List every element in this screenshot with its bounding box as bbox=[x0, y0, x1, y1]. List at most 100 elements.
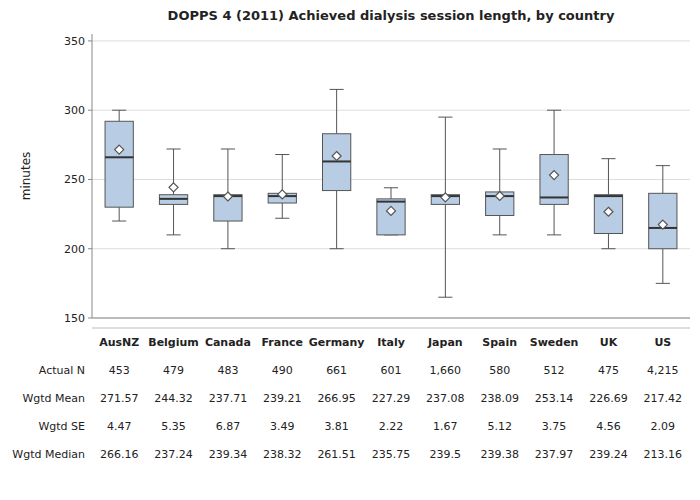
table-cell: 239.34 bbox=[209, 448, 248, 461]
grid-line bbox=[92, 318, 690, 319]
table-cell: 6.87 bbox=[216, 420, 241, 433]
mean-marker bbox=[278, 190, 287, 199]
y-tick-label: 300 bbox=[64, 104, 85, 117]
table-cell: 239.24 bbox=[589, 448, 628, 461]
table-cell: 271.57 bbox=[100, 392, 139, 405]
table-cell: 601 bbox=[381, 364, 402, 377]
category-label: Belgium bbox=[148, 336, 199, 349]
whisker-cap-high bbox=[221, 148, 235, 149]
whisker-cap-high bbox=[601, 158, 615, 159]
table-row-label: Wgtd Median bbox=[12, 448, 85, 461]
median-line bbox=[540, 196, 568, 198]
table-separator bbox=[92, 328, 690, 329]
y-tick bbox=[88, 318, 92, 319]
table-cell: 479 bbox=[163, 364, 184, 377]
category-label: Sweden bbox=[530, 336, 579, 349]
whisker-low bbox=[554, 204, 555, 234]
table-cell: 661 bbox=[326, 364, 347, 377]
table-cell: 217.42 bbox=[644, 392, 683, 405]
whisker-low bbox=[282, 203, 283, 218]
box-group bbox=[323, 89, 351, 248]
table-cell: 237.71 bbox=[209, 392, 248, 405]
table-cell: 3.49 bbox=[270, 420, 295, 433]
whisker-high bbox=[445, 117, 446, 195]
whisker-low bbox=[445, 204, 446, 297]
whisker-low bbox=[336, 191, 337, 249]
table-cell: 237.24 bbox=[154, 448, 193, 461]
table-cell: 239.21 bbox=[263, 392, 302, 405]
y-tick-label: 350 bbox=[64, 35, 85, 48]
mean-marker bbox=[441, 193, 450, 202]
mean-marker bbox=[332, 151, 341, 160]
table-cell: 237.97 bbox=[535, 448, 574, 461]
grid-line bbox=[92, 110, 690, 111]
box-group bbox=[214, 149, 242, 249]
box-group bbox=[105, 110, 133, 221]
y-tick bbox=[88, 179, 92, 180]
whisker-low bbox=[227, 221, 228, 249]
table-cell: 266.95 bbox=[317, 392, 356, 405]
whisker-cap-low bbox=[166, 234, 180, 235]
whisker-cap-high bbox=[166, 148, 180, 149]
median-line bbox=[377, 201, 405, 203]
whisker-cap-high bbox=[493, 148, 507, 149]
whisker-cap-low bbox=[112, 221, 126, 222]
table-cell: 213.16 bbox=[644, 448, 683, 461]
y-tick bbox=[88, 40, 92, 41]
whisker-cap-low bbox=[275, 218, 289, 219]
mean-marker bbox=[169, 183, 178, 192]
mean-marker bbox=[658, 220, 667, 229]
box bbox=[649, 193, 677, 248]
table-cell: 239.38 bbox=[480, 448, 519, 461]
whisker-cap-high bbox=[275, 154, 289, 155]
table-cell: 237.08 bbox=[426, 392, 465, 405]
box bbox=[594, 195, 622, 234]
table-cell: 1,660 bbox=[430, 364, 462, 377]
y-axis bbox=[92, 34, 93, 318]
whisker-cap-low bbox=[547, 234, 561, 235]
category-label: UK bbox=[600, 336, 618, 349]
box-group bbox=[649, 166, 677, 284]
table-cell: 235.75 bbox=[372, 448, 411, 461]
median-line bbox=[594, 195, 622, 197]
table-cell: 512 bbox=[544, 364, 565, 377]
whisker-low bbox=[608, 233, 609, 248]
y-tick bbox=[88, 248, 92, 249]
whisker-high bbox=[554, 110, 555, 154]
table-cell: 244.32 bbox=[154, 392, 193, 405]
whisker-cap-high bbox=[112, 110, 126, 111]
median-line bbox=[159, 198, 187, 200]
table-cell: 238.32 bbox=[263, 448, 302, 461]
category-label: Italy bbox=[377, 336, 405, 349]
category-label: Spain bbox=[482, 336, 517, 349]
table-cell: 227.29 bbox=[372, 392, 411, 405]
category-label: France bbox=[262, 336, 303, 349]
grid bbox=[92, 41, 690, 318]
table: AusNZBelgiumCanadaFranceGermanyItalyJapa… bbox=[12, 328, 690, 461]
whisker-cap-low bbox=[221, 248, 235, 249]
mean-marker bbox=[115, 145, 124, 154]
whisker-high bbox=[119, 110, 120, 121]
box-group bbox=[486, 149, 514, 235]
table-row-label: Wgtd Mean bbox=[22, 392, 85, 405]
whisker-low bbox=[662, 249, 663, 284]
box bbox=[540, 155, 568, 205]
boxes bbox=[105, 89, 677, 297]
y-tick-label: 250 bbox=[64, 173, 85, 186]
grid-line bbox=[92, 179, 690, 180]
table-row-label: Wgtd SE bbox=[38, 420, 85, 433]
whisker-cap-high bbox=[547, 110, 561, 111]
whisker-cap-high bbox=[330, 89, 344, 90]
category-label: AusNZ bbox=[99, 336, 139, 349]
y-tick-label: 200 bbox=[64, 243, 85, 256]
table-cell: 5.35 bbox=[161, 420, 186, 433]
box-group bbox=[377, 188, 405, 235]
table-cell: 475 bbox=[598, 364, 619, 377]
mean-marker bbox=[550, 171, 559, 180]
grid-line bbox=[92, 40, 690, 41]
table-cell: 238.09 bbox=[480, 392, 519, 405]
whisker-cap-low bbox=[493, 234, 507, 235]
table-cell: 2.09 bbox=[651, 420, 676, 433]
table-cell: 2.22 bbox=[379, 420, 404, 433]
whisker-high bbox=[391, 188, 392, 199]
